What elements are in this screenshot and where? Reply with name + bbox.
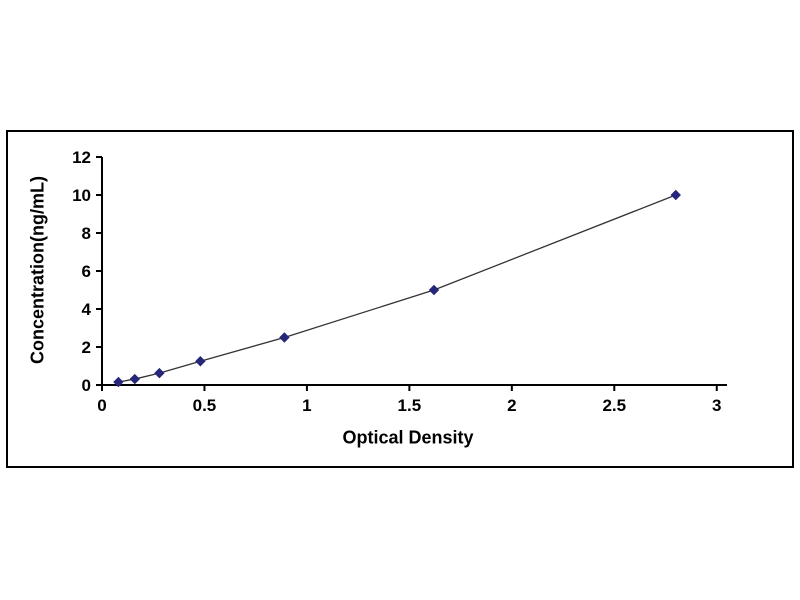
x-tick-label: 0 — [97, 396, 106, 415]
curve-line — [118, 194, 677, 383]
elisa-standard-curve-chart-frame: 0 0.5 1 1.5 2 2.5 3 0 2 4 6 8 10 12 Concentration(ng/… — [6, 130, 794, 468]
x-tick-label: 2 — [507, 396, 516, 415]
x-tick-label: 0.5 — [193, 396, 217, 415]
y-tick-label: 12 — [72, 148, 91, 167]
data-point-marker — [428, 284, 440, 296]
x-tick-label: 2.5 — [602, 396, 626, 415]
data-point-marker — [670, 189, 681, 201]
y-tick-label: 8 — [82, 224, 91, 243]
data-point-marker — [113, 376, 124, 388]
x-tick-label: 1 — [302, 396, 311, 415]
data-point-marker — [129, 373, 140, 385]
data-point-marker — [154, 367, 165, 379]
data-point-marker — [279, 332, 290, 343]
y-tick-label: 10 — [72, 186, 91, 205]
x-tick-label: 3 — [712, 396, 721, 415]
plot-area: 0 0.5 1 1.5 2 2.5 3 0 2 4 6 8 10 12 — [72, 148, 727, 415]
y-tick-label: 6 — [82, 262, 91, 281]
y-tick-label: 4 — [82, 300, 92, 319]
y-tick-label: 0 — [82, 376, 91, 395]
x-tick-label: 1.5 — [398, 396, 422, 415]
data-point-marker — [195, 356, 206, 367]
y-tick-label: 2 — [82, 338, 91, 357]
